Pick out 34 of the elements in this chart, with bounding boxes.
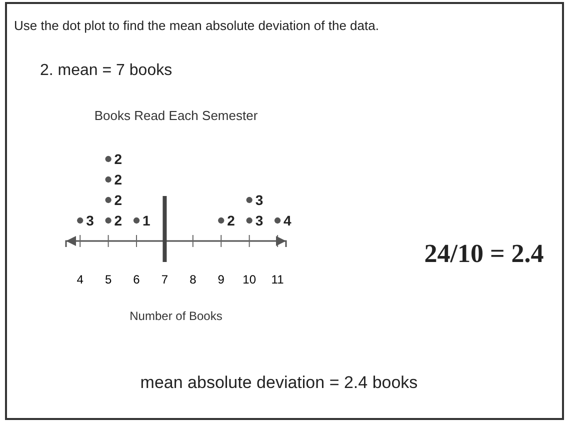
- point: [246, 217, 252, 224]
- x-tick-label: 5: [104, 272, 112, 287]
- annotation: 3: [86, 212, 94, 228]
- annotation: 2: [227, 212, 236, 228]
- x-tick-label: 4: [76, 272, 84, 287]
- point: [218, 217, 224, 224]
- point: [133, 217, 140, 224]
- point: [105, 217, 112, 224]
- annotation: 2: [114, 172, 122, 188]
- x-tick-label: 6: [133, 272, 140, 287]
- text: mean absolute deviation = 2.4 books: [140, 373, 418, 392]
- x-tick-label: 10: [242, 272, 256, 287]
- text: 2. mean = 7 books: [40, 62, 172, 79]
- text: 24/10 = 2.4: [424, 239, 544, 268]
- annotation: 2: [114, 192, 122, 208]
- point: [246, 196, 252, 204]
- x-tick-label: 7: [161, 272, 168, 287]
- annotation: 2: [114, 212, 122, 228]
- x-tick-label: 9: [218, 272, 225, 287]
- point: [105, 176, 112, 183]
- point: [105, 196, 112, 204]
- x-tick-label: 8: [190, 272, 197, 287]
- annotation: 4: [284, 212, 292, 228]
- point: [105, 156, 112, 162]
- annotation: 3: [255, 212, 264, 228]
- text: Use the dot plot to find the mean absolute deviation of the data.: [14, 18, 379, 33]
- x-axis-title: Number of Books: [130, 309, 222, 323]
- annotation: 1: [142, 212, 151, 228]
- point: [77, 217, 84, 224]
- annotation: 3: [255, 192, 264, 208]
- x-tick-label: 11: [271, 272, 284, 287]
- point: [274, 217, 281, 224]
- annotation: 2: [114, 151, 122, 167]
- chart-title: Books Read Each Semester: [94, 108, 258, 123]
